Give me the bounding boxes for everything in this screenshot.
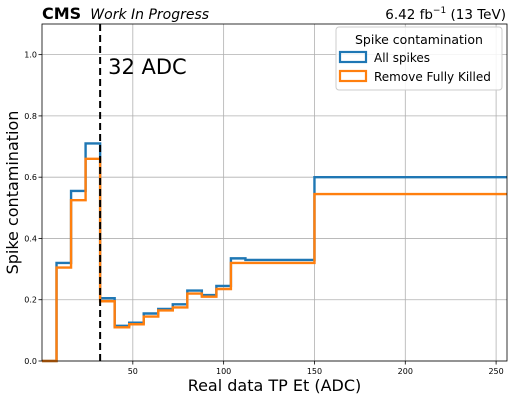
series-layer [42, 142, 507, 363]
y-tick-label-0: 0.0 [24, 357, 37, 366]
series-remove-fully-killed-line [42, 157, 507, 363]
lumi-value: 6.42 fb [385, 7, 433, 23]
chart-header-left: CMS Work In Progress [42, 4, 209, 23]
lumi-label: 6.42 fb−1 (13 TeV) [385, 6, 506, 23]
legend-label-all-spikes: All spikes [374, 51, 430, 65]
legend-title: Spike contamination [355, 32, 483, 47]
legend: Spike contamination All spikes Remove Ful… [335, 26, 503, 91]
plot-frame [41, 23, 508, 362]
series-all-spikes-line [42, 142, 507, 363]
legend-swatch-remove-fully-killed [338, 69, 368, 83]
x-tick-label-4: 250 [488, 367, 503, 376]
lumi-energy: (13 TeV) [446, 7, 506, 23]
lumi-exponent: −1 [433, 6, 446, 16]
y-tick-label-2: 0.4 [24, 234, 37, 243]
y-tick-label-5: 1.0 [24, 51, 37, 60]
y-tick-label-1: 0.2 [24, 296, 37, 305]
x-tick-label-1: 100 [216, 367, 231, 376]
x-axis-label: Real data TP Et (ADC) [188, 376, 362, 395]
y-tick-label-3: 0.6 [24, 173, 37, 182]
x-tick-label-2: 150 [307, 367, 322, 376]
y-axis-ticks: 0.0 0.2 0.4 0.6 0.8 1.0 [24, 51, 42, 366]
x-tick-label-3: 200 [398, 367, 413, 376]
legend-label-remove-fully-killed: Remove Fully Killed [374, 70, 491, 84]
status-label: Work In Progress [90, 7, 209, 23]
x-tick-label-0: 50 [128, 367, 138, 376]
legend-box [335, 26, 503, 91]
experiment-label: CMS [42, 4, 81, 23]
y-tick-label-4: 0.8 [24, 112, 37, 121]
legend-swatch-all-spikes [338, 50, 368, 64]
threshold-label: 32 ADC [108, 55, 187, 79]
y-axis-label: Spike contamination [3, 111, 22, 275]
x-axis-ticks: 50 100 150 200 250 [128, 361, 504, 376]
